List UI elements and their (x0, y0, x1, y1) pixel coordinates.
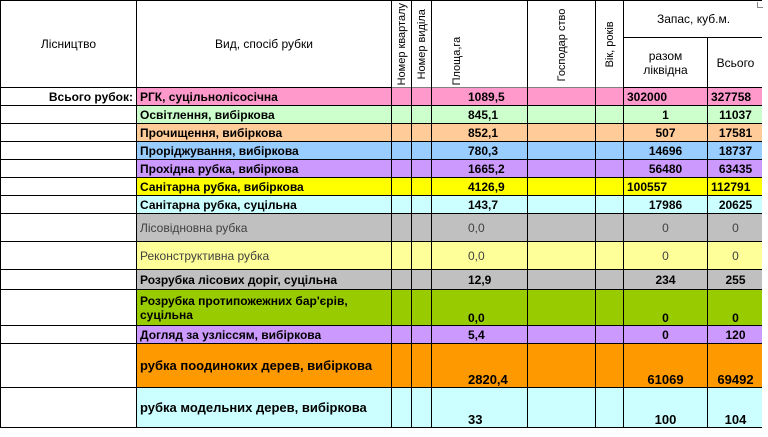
liquid-cell: 61069 (623, 343, 708, 389)
total-cell: 18737 (707, 141, 764, 161)
table-row: рубка поодиноких дерев, вибіркова 2820,4… (0, 343, 764, 389)
table-row: Всього рубок: РГК, суцільнолісосічна 108… (0, 87, 764, 107)
header-block-no: Номер кварталу (391, 0, 412, 88)
area-cell: 143,7 (431, 195, 528, 215)
table-row: Санітарна рубка, суцільна 143,7 17986 20… (0, 195, 764, 215)
table-row: Догляд за узліссям, вибіркова 5,4 0 120 (0, 325, 764, 345)
header-total: Всього (707, 36, 764, 89)
liquid-cell: 0 (623, 213, 708, 243)
area-cell: 4126,9 (431, 177, 528, 197)
table-row: Прохідна рубка, вибіркова 1665,2 56480 6… (0, 159, 764, 179)
table-row: рубка модельних дерев, вибіркова 33 100 … (0, 387, 764, 429)
area-cell: 845,1 (431, 105, 528, 125)
total-cell: 63435 (707, 159, 764, 179)
total-cell: 104 (707, 387, 764, 429)
area-cell: 0,0 (431, 289, 528, 327)
type-cell: Освітлення, вибіркова (136, 105, 392, 125)
total-cell: 255 (707, 269, 764, 291)
area-cell: 0,0 (431, 241, 528, 271)
total-cell: 69492 (707, 343, 764, 389)
area-cell: 1089,5 (431, 87, 528, 107)
liquid-cell: 56480 (623, 159, 708, 179)
header-forestry: Лісництво (0, 0, 137, 89)
table-row: Прочищення, вибіркова 852,1 507 17581 (0, 123, 764, 143)
type-cell: Лісовідновна рубка (136, 213, 392, 243)
type-cell: Проріджування, вибіркова (136, 141, 392, 161)
header-section-no: Номер виділа (411, 0, 432, 88)
total-cell: 11037 (707, 105, 764, 125)
total-cell: 120 (707, 325, 764, 345)
type-cell: Розрубка лісових доріг, суцільна (136, 269, 392, 291)
type-cell: рубка поодиноких дерев, вибіркова (136, 343, 392, 389)
table-row: Санітарна рубка, вибіркова 4126,9 100557… (0, 177, 764, 197)
header-age: Вік, років (595, 0, 624, 88)
type-cell: Санітарна рубка, вибіркова (136, 177, 392, 197)
resize-corner-mark (757, 2, 763, 8)
header-type: Вид, спосіб рубки (136, 0, 392, 89)
area-cell: 5,4 (431, 325, 528, 345)
total-cell: 0 (707, 213, 764, 243)
header-area: Площа,га (431, 0, 528, 88)
total-cell: 17581 (707, 123, 764, 143)
type-cell: РГК, суцільнолісосічна (136, 87, 392, 107)
liquid-cell: 1 (623, 105, 708, 125)
forestry-cell: Всього рубок: (0, 87, 137, 107)
area-cell: 2820,4 (431, 343, 528, 389)
table-row: Освітлення, вибіркова 845,1 1 11037 (0, 105, 764, 125)
liquid-cell: 17986 (623, 195, 708, 215)
table-row: Реконструктивна рубка 0,0 0 0 (0, 241, 764, 271)
type-cell: Реконструктивна рубка (136, 241, 392, 271)
type-cell: Прохідна рубка, вибіркова (136, 159, 392, 179)
table-row: Розрубка лісових доріг, суцільна 12,9 23… (0, 269, 764, 291)
logging-table: Лісництво Вид, спосіб рубки Номер кварта… (0, 0, 764, 429)
table-row: Проріджування, вибіркова 780,3 14696 187… (0, 141, 764, 161)
type-cell: Догляд за узліссям, вибіркова (136, 325, 392, 345)
liquid-cell: 14696 (623, 141, 708, 161)
sheet-edge (762, 0, 768, 437)
type-cell: рубка модельних дерев, вибіркова (136, 387, 392, 429)
type-cell: Прочищення, вибіркова (136, 123, 392, 143)
total-cell: 112791 (707, 177, 764, 197)
total-cell: 327758 (707, 87, 764, 107)
area-cell: 33 (431, 387, 528, 429)
total-cell: 0 (707, 241, 764, 271)
liquid-cell: 0 (623, 289, 708, 327)
area-cell: 1665,2 (431, 159, 528, 179)
type-cell: Санітарна рубка, суцільна (136, 195, 392, 215)
liquid-cell: 0 (623, 325, 708, 345)
liquid-cell: 302000 (623, 87, 708, 107)
header-farm: Господар ство (527, 0, 596, 88)
total-cell: 20625 (707, 195, 764, 215)
table-row: Лісовідновна рубка 0,0 0 0 (0, 213, 764, 243)
area-cell: 0,0 (431, 213, 528, 243)
type-cell: Розрубка протипожежних бар'єрів, суцільн… (136, 289, 392, 327)
liquid-cell: 507 (623, 123, 708, 143)
liquid-cell: 100557 (623, 177, 708, 197)
total-cell: 0 (707, 289, 764, 327)
area-cell: 12,9 (431, 269, 528, 291)
table-row: Розрубка протипожежних бар'єрів, суцільн… (0, 289, 764, 327)
liquid-cell: 234 (623, 269, 708, 291)
liquid-cell: 100 (623, 387, 708, 429)
area-cell: 780,3 (431, 141, 528, 161)
area-cell: 852,1 (431, 123, 528, 143)
header-stock: Запас, куб.м. (623, 0, 764, 38)
liquid-cell: 0 (623, 241, 708, 271)
header-liquid: разом ліквідна (623, 36, 708, 89)
